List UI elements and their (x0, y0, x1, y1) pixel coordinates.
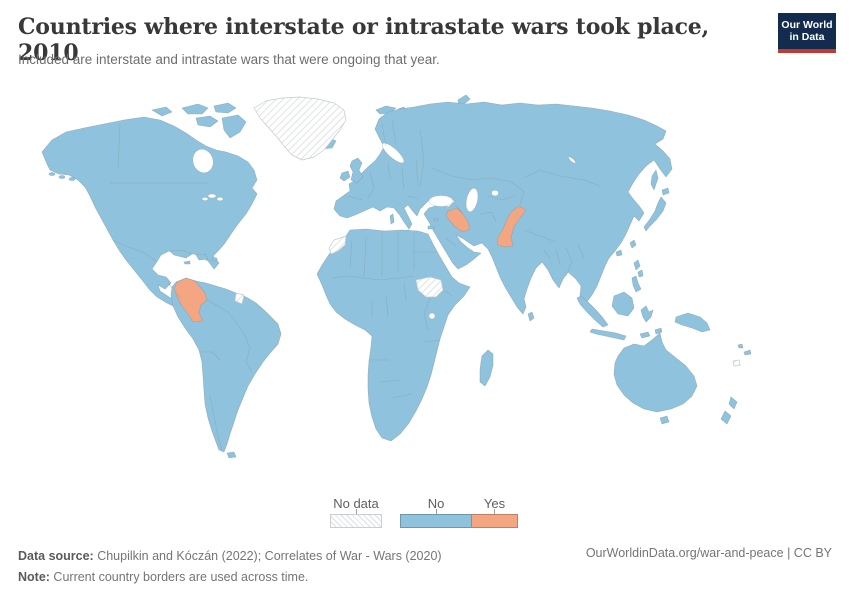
region-sri-lanka[interactable] (527, 311, 535, 322)
region-south-sudan[interactable] (415, 276, 444, 298)
black-sea (428, 195, 454, 207)
owid-logo[interactable]: Our World in Data (778, 13, 836, 53)
owid-logo-stripe (778, 49, 836, 53)
footer-note-value: Current country borders are used across … (49, 570, 309, 584)
owid-logo-line2: in Data (789, 31, 825, 43)
region-iraq[interactable] (445, 207, 471, 233)
region-ireland[interactable] (339, 170, 351, 182)
yes-countries[interactable] (173, 205, 527, 323)
footer-attribution: OurWorldinData.org/war-and-peace | CC BY (586, 546, 832, 560)
region-africa[interactable] (316, 228, 471, 442)
region-western-sahara[interactable] (328, 235, 347, 255)
region-indonesia[interactable] (576, 291, 663, 341)
caspian-sea (465, 187, 479, 213)
legend-label-yes: Yes (483, 496, 506, 511)
legend-label-no: No (427, 496, 445, 511)
region-tasmania[interactable] (659, 415, 670, 425)
footer-data-source-label: Data source: (18, 549, 94, 563)
footer-note-label: Note: (18, 570, 50, 584)
footer-note: Note: Current country borders are used a… (18, 567, 442, 588)
region-pacific-islands[interactable] (737, 343, 752, 356)
region-new-zealand[interactable] (720, 396, 738, 425)
lake-victoria (428, 312, 436, 320)
region-great-britain[interactable] (349, 157, 364, 184)
owid-logo-line1: Our World (781, 19, 833, 31)
legend-tick-no (436, 509, 437, 514)
region-madagascar[interactable] (479, 349, 494, 387)
great-lake-2 (216, 196, 224, 202)
region-tierra-del-fuego[interactable] (226, 451, 237, 459)
hudson-bay (192, 148, 214, 174)
region-colombia[interactable] (173, 277, 208, 323)
region-pakistan[interactable] (496, 205, 527, 248)
legend-tick-no-data (356, 509, 357, 514)
region-aleutians[interactable] (48, 172, 76, 181)
great-lake-3 (201, 197, 209, 201)
region-australia[interactable] (613, 332, 698, 413)
region-greenland[interactable] (253, 96, 347, 161)
no-data-regions[interactable] (234, 96, 741, 367)
owid-logo-box: Our World in Data (778, 13, 836, 49)
region-philippines[interactable] (631, 259, 644, 293)
lake-baikal (568, 156, 576, 164)
footer-data-source: Data source: Chupilkin and Kóczán (2022)… (18, 546, 442, 567)
region-hainan[interactable] (615, 249, 623, 257)
legend-swatch-no-data[interactable] (330, 514, 382, 528)
land-regions[interactable] (41, 94, 752, 459)
region-french-guiana[interactable] (234, 292, 245, 305)
page-title: Countries where interstate or intrastate… (18, 14, 710, 66)
country-borders (109, 119, 601, 451)
baltic-sea (381, 142, 405, 164)
inland-seas (192, 142, 576, 320)
aral-sea (491, 189, 499, 197)
page-subtitle: Included are interstate and intrastate w… (18, 52, 440, 67)
footer-link[interactable]: OurWorldinData.org/war-and-peace (585, 546, 784, 560)
region-arctic-islands[interactable] (151, 102, 247, 139)
legend-swatch-yes[interactable] (471, 514, 518, 528)
footer-notes: Data source: Chupilkin and Kóczán (2022)… (18, 546, 442, 588)
region-north-america[interactable] (41, 116, 258, 315)
legend-tick-yes (494, 509, 495, 514)
legend-swatch-no[interactable] (400, 514, 472, 528)
footer-license: | CC BY (783, 546, 832, 560)
region-japan[interactable] (643, 169, 670, 232)
region-new-guinea[interactable] (674, 312, 711, 333)
footer-data-source-value: Chupilkin and Kóczán (2022); Correlates … (93, 549, 442, 563)
region-taiwan[interactable] (629, 239, 637, 249)
great-lake-1 (207, 193, 217, 199)
region-fiji[interactable] (732, 359, 741, 367)
legend-label-no-data: No data (333, 496, 379, 511)
region-caribbean[interactable] (169, 249, 218, 265)
